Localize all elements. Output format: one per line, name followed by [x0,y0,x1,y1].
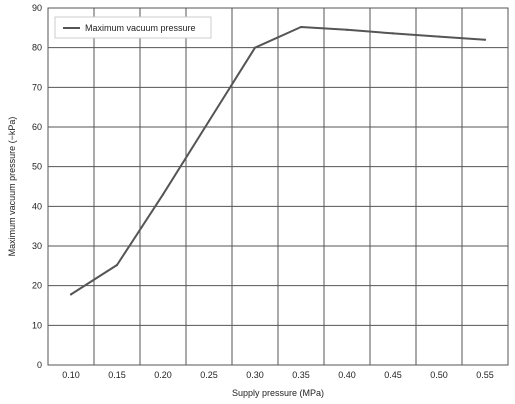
y-tick-label: 50 [32,162,42,172]
y-tick-label: 10 [32,320,42,330]
legend-box [54,16,212,39]
x-tick-label: 0.10 [62,370,80,380]
data-point [161,193,165,196]
y-tick-label: 20 [32,281,42,291]
x-tick-label: 0.50 [430,370,448,380]
y-tick-label: 80 [32,43,42,53]
data-point [483,38,487,41]
x-tick-label: 0.20 [154,370,172,380]
data-point [207,119,211,123]
x-tick-label: 0.55 [476,370,494,380]
legend-label: Maximum vacuum pressure [85,23,196,33]
x-axis-title: Supply pressure (MPa) [232,388,324,398]
x-tick-label: 0.15 [108,370,126,380]
series-layer [69,25,487,296]
grid [48,8,508,365]
data-point [437,35,441,38]
data-point [345,28,349,31]
legend: Maximum vacuum pressure [54,16,212,39]
y-tick-label: 40 [32,201,42,211]
x-tick-labels: 0.10 0.15 0.20 0.25 0.30 0.35 0.40 0.45 0.50 0.55 [62,370,494,380]
y-tick-label: 30 [32,241,42,251]
series-line [70,26,486,296]
y-tick-label: 60 [32,122,42,132]
x-tick-label: 0.25 [200,370,218,380]
data-point [253,46,257,49]
data-point [391,32,395,35]
y-axis-title: Maximum vacuum pressure (−kPa) [7,117,17,257]
data-point [299,25,303,29]
plot-frame [47,7,509,366]
y-tick-label: 70 [32,82,42,92]
x-tick-label: 0.35 [292,370,310,380]
x-tick-label: 0.45 [384,370,402,380]
data-point [115,263,119,267]
y-tick-labels: 0 10 20 30 40 50 60 70 80 90 [32,3,42,370]
y-tick-label: 0 [37,360,42,370]
data-point [69,293,73,296]
x-tick-label: 0.40 [338,370,356,380]
x-tick-label: 0.30 [246,370,264,380]
y-tick-label: 90 [32,3,42,13]
